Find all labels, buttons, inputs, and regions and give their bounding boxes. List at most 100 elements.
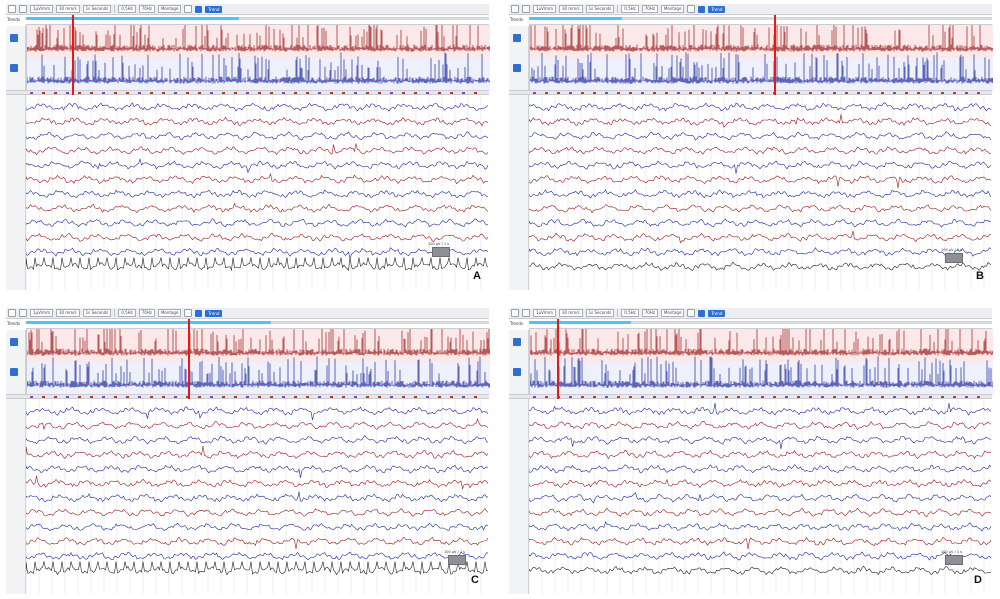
- event-tick[interactable]: [438, 396, 441, 398]
- trend-toggle-icon[interactable]: [10, 34, 18, 42]
- lowpass-select[interactable]: 0.5Hz: [118, 5, 136, 13]
- event-tick[interactable]: [78, 396, 81, 398]
- event-tick[interactable]: [905, 396, 908, 398]
- event-tick[interactable]: [737, 92, 740, 94]
- event-strip[interactable]: [6, 394, 489, 399]
- event-tick[interactable]: [725, 92, 728, 94]
- event-tick[interactable]: [641, 92, 644, 94]
- speed-select[interactable]: 30 mm/s: [55, 309, 80, 317]
- event-tick[interactable]: [162, 396, 165, 398]
- event-tick[interactable]: [126, 92, 129, 94]
- event-tick[interactable]: [965, 92, 968, 94]
- event-tick[interactable]: [90, 92, 93, 94]
- event-tick[interactable]: [306, 92, 309, 94]
- event-tick[interactable]: [665, 396, 668, 398]
- event-tick[interactable]: [270, 92, 273, 94]
- play-icon[interactable]: [698, 5, 706, 13]
- trend-toggle-icon[interactable]: [10, 64, 18, 72]
- event-tick[interactable]: [797, 396, 800, 398]
- event-tick[interactable]: [294, 396, 297, 398]
- trend-toggle-icon[interactable]: [513, 64, 521, 72]
- trend-toggle-icon[interactable]: [513, 338, 521, 346]
- event-tick[interactable]: [545, 92, 548, 94]
- event-tick[interactable]: [294, 92, 297, 94]
- event-tick[interactable]: [941, 92, 944, 94]
- play-icon[interactable]: [698, 309, 706, 317]
- event-tick[interactable]: [629, 396, 632, 398]
- event-tick[interactable]: [833, 92, 836, 94]
- event-tick[interactable]: [581, 396, 584, 398]
- event-tick[interactable]: [474, 396, 477, 398]
- eeg-view[interactable]: [26, 399, 489, 594]
- timebase-select[interactable]: 1s Seconds: [585, 309, 615, 317]
- event-tick[interactable]: [965, 396, 968, 398]
- event-tick[interactable]: [138, 92, 141, 94]
- event-tick[interactable]: [677, 396, 680, 398]
- event-tick[interactable]: [929, 92, 932, 94]
- settings-icon[interactable]: [687, 5, 696, 13]
- event-tick[interactable]: [42, 92, 45, 94]
- event-tick[interactable]: [402, 396, 405, 398]
- trend-button[interactable]: Trend: [205, 5, 223, 13]
- event-tick[interactable]: [258, 92, 261, 94]
- event-tick[interactable]: [713, 396, 716, 398]
- event-tick[interactable]: [126, 396, 129, 398]
- event-tick[interactable]: [689, 92, 692, 94]
- event-tick[interactable]: [342, 396, 345, 398]
- event-tick[interactable]: [234, 396, 237, 398]
- event-tick[interactable]: [186, 92, 189, 94]
- speed-select[interactable]: 30 mm/s: [558, 309, 583, 317]
- montage-select[interactable]: Montage: [660, 5, 685, 13]
- event-tick[interactable]: [821, 396, 824, 398]
- event-tick[interactable]: [953, 396, 956, 398]
- event-tick[interactable]: [462, 92, 465, 94]
- event-tick[interactable]: [186, 396, 189, 398]
- event-tick[interactable]: [569, 92, 572, 94]
- event-tick[interactable]: [977, 396, 980, 398]
- event-tick[interactable]: [749, 396, 752, 398]
- sensitivity-select[interactable]: 1µV/mm: [533, 309, 556, 317]
- event-tick[interactable]: [605, 92, 608, 94]
- event-tick[interactable]: [653, 396, 656, 398]
- event-tick[interactable]: [210, 396, 213, 398]
- time-cursor[interactable]: [774, 15, 777, 95]
- event-tick[interactable]: [593, 92, 596, 94]
- event-tick[interactable]: [66, 92, 69, 94]
- speed-select[interactable]: 30 mm/s: [55, 5, 80, 13]
- event-tick[interactable]: [857, 396, 860, 398]
- event-tick[interactable]: [90, 396, 93, 398]
- event-tick[interactable]: [114, 92, 117, 94]
- event-tick[interactable]: [438, 92, 441, 94]
- event-strip[interactable]: [509, 394, 992, 399]
- event-tick[interactable]: [581, 92, 584, 94]
- event-tick[interactable]: [210, 92, 213, 94]
- event-tick[interactable]: [665, 92, 668, 94]
- event-tick[interactable]: [198, 396, 201, 398]
- timebase-select[interactable]: 1s Seconds: [585, 5, 615, 13]
- event-tick[interactable]: [366, 396, 369, 398]
- event-tick[interactable]: [557, 92, 560, 94]
- lowpass-select[interactable]: 0.5Hz: [621, 5, 639, 13]
- event-tick[interactable]: [246, 396, 249, 398]
- event-tick[interactable]: [605, 396, 608, 398]
- event-tick[interactable]: [845, 92, 848, 94]
- event-tick[interactable]: [282, 396, 285, 398]
- event-tick[interactable]: [653, 92, 656, 94]
- event-tick[interactable]: [342, 92, 345, 94]
- event-tick[interactable]: [641, 396, 644, 398]
- event-tick[interactable]: [761, 396, 764, 398]
- menu-icon[interactable]: [8, 309, 16, 317]
- timebase-select[interactable]: 1s Seconds: [82, 5, 112, 13]
- event-tick[interactable]: [102, 92, 105, 94]
- event-strip[interactable]: [509, 90, 992, 95]
- trend-view[interactable]: [529, 24, 993, 91]
- settings-icon[interactable]: [687, 309, 696, 317]
- event-tick[interactable]: [701, 396, 704, 398]
- timebase-select[interactable]: 1s Seconds: [82, 309, 112, 317]
- highpass-select[interactable]: 70Hz: [138, 5, 155, 13]
- event-tick[interactable]: [450, 92, 453, 94]
- event-tick[interactable]: [414, 92, 417, 94]
- event-tick[interactable]: [390, 396, 393, 398]
- back-icon[interactable]: [522, 309, 530, 317]
- event-tick[interactable]: [725, 396, 728, 398]
